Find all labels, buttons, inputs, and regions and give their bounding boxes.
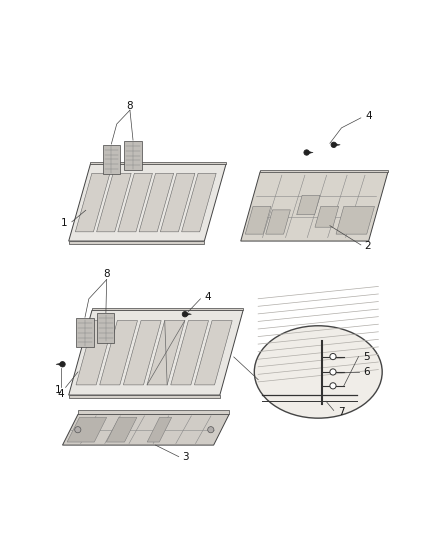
Polygon shape [182, 173, 216, 232]
Polygon shape [160, 173, 195, 232]
Polygon shape [97, 173, 131, 232]
Polygon shape [76, 320, 114, 385]
Polygon shape [97, 313, 114, 343]
Polygon shape [124, 141, 141, 170]
Text: 1: 1 [55, 385, 62, 395]
Polygon shape [78, 410, 229, 414]
Text: 5: 5 [363, 352, 370, 361]
Polygon shape [103, 145, 120, 174]
Circle shape [304, 150, 309, 155]
Polygon shape [139, 173, 174, 232]
Circle shape [330, 383, 336, 389]
Polygon shape [90, 162, 226, 164]
Circle shape [331, 142, 336, 148]
Circle shape [330, 353, 336, 360]
Polygon shape [124, 320, 161, 385]
Circle shape [330, 369, 336, 375]
Polygon shape [106, 417, 137, 442]
Polygon shape [69, 310, 243, 395]
Polygon shape [260, 169, 388, 172]
Polygon shape [67, 417, 107, 442]
Polygon shape [118, 173, 152, 232]
Polygon shape [241, 172, 388, 241]
Text: 7: 7 [338, 407, 345, 417]
Circle shape [60, 361, 65, 367]
Polygon shape [194, 320, 232, 385]
Polygon shape [334, 143, 340, 147]
Polygon shape [185, 312, 191, 316]
Polygon shape [75, 173, 110, 232]
Polygon shape [315, 206, 339, 227]
Text: 1: 1 [61, 219, 68, 228]
Polygon shape [56, 362, 63, 366]
Polygon shape [63, 414, 229, 445]
Polygon shape [297, 195, 320, 215]
Circle shape [208, 426, 214, 433]
Polygon shape [147, 417, 172, 442]
Polygon shape [69, 395, 220, 398]
Polygon shape [266, 210, 290, 234]
Ellipse shape [254, 326, 382, 418]
Polygon shape [307, 151, 313, 154]
Polygon shape [171, 320, 208, 385]
Circle shape [75, 426, 81, 433]
Text: 4: 4 [366, 111, 372, 122]
Polygon shape [147, 320, 185, 385]
Text: 2: 2 [365, 241, 371, 252]
Text: 6: 6 [363, 367, 370, 377]
Polygon shape [69, 164, 226, 241]
Polygon shape [245, 206, 271, 234]
Circle shape [182, 311, 187, 317]
Text: 8: 8 [103, 269, 110, 279]
Text: 3: 3 [183, 453, 189, 463]
Text: 4: 4 [204, 292, 211, 302]
Polygon shape [77, 318, 93, 348]
Polygon shape [336, 206, 374, 234]
Polygon shape [100, 320, 138, 385]
Text: 8: 8 [127, 101, 133, 110]
Polygon shape [69, 241, 204, 244]
Text: 4: 4 [58, 389, 64, 399]
Polygon shape [92, 308, 243, 310]
